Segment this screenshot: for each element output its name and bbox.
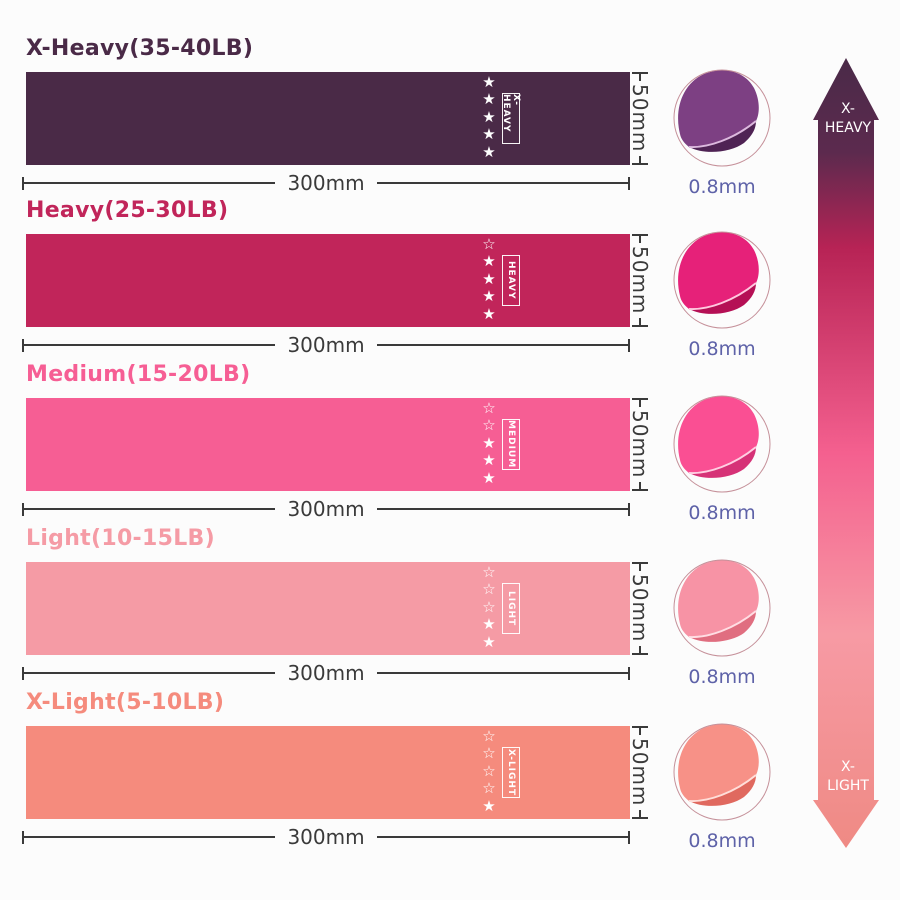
thickness-label: 0.8mm bbox=[688, 666, 756, 688]
dimension-line bbox=[24, 672, 276, 674]
dimension-tick bbox=[632, 562, 648, 571]
band-level-tag-label: X-HEAVY bbox=[501, 94, 521, 133]
dimension-tick bbox=[628, 666, 631, 680]
dimension-line bbox=[376, 672, 629, 674]
band-level-tag: X-HEAVY bbox=[501, 93, 521, 144]
band-level-tag: HEAVY bbox=[502, 255, 520, 306]
width-dimension-label: 300mm bbox=[287, 171, 365, 195]
width-dimension: 300mm bbox=[22, 497, 631, 521]
star-rating: ☆ ☆ ★ ★ ★ bbox=[482, 399, 496, 487]
dimension-line bbox=[376, 836, 629, 838]
dimension-line bbox=[24, 344, 276, 346]
band-title: X-Heavy(35-40LB) bbox=[26, 36, 254, 61]
dimension-line bbox=[24, 508, 276, 510]
width-dimension: 300mm bbox=[22, 333, 631, 357]
height-dimension: 50mm bbox=[627, 234, 653, 327]
thickness-label: 0.8mm bbox=[688, 176, 756, 198]
height-dimension: 50mm bbox=[627, 72, 653, 165]
dimension-tick bbox=[628, 830, 631, 844]
dimension-tick bbox=[22, 176, 24, 190]
band-swatch: ☆ ★ ★ ★ ★ HEAVY bbox=[26, 234, 630, 327]
band-level-tag-label: X-LIGHT bbox=[506, 748, 516, 797]
dimension-line bbox=[376, 182, 629, 184]
band-roll-image bbox=[673, 723, 771, 821]
thickness-label: 0.8mm bbox=[688, 502, 756, 524]
dimension-tick bbox=[632, 482, 648, 491]
height-dimension-label: 50mm bbox=[628, 738, 652, 807]
height-dimension-label: 50mm bbox=[628, 84, 652, 153]
width-dimension-label: 300mm bbox=[287, 661, 365, 685]
dimension-tick bbox=[632, 810, 648, 819]
dimension-tick bbox=[628, 338, 631, 352]
band-level-tag-label: MEDIUM bbox=[506, 420, 516, 469]
dimension-tick bbox=[632, 234, 648, 243]
band-roll-image bbox=[673, 69, 771, 167]
band-level-tag-label: LIGHT bbox=[506, 590, 516, 627]
band-title: Light(10-15LB) bbox=[26, 526, 215, 551]
dimension-tick bbox=[22, 666, 24, 680]
height-dimension: 50mm bbox=[627, 398, 653, 491]
band-roll-image bbox=[673, 559, 771, 657]
dimension-tick bbox=[632, 72, 648, 81]
band-level-tag-label: HEAVY bbox=[506, 261, 516, 300]
band-title: Heavy(25-30LB) bbox=[26, 198, 229, 223]
band-section-x-heavy: X-Heavy(35-40LB) ★ ★ ★ ★ ★ X-HEAVY 300mm… bbox=[0, 36, 900, 210]
dimension-tick bbox=[632, 726, 648, 735]
gradient-arrow-shape bbox=[813, 58, 879, 848]
dimension-tick bbox=[632, 318, 648, 327]
dimension-tick bbox=[22, 338, 24, 352]
arrow-bottom-label: X- LIGHT bbox=[827, 759, 869, 794]
width-dimension: 300mm bbox=[22, 661, 631, 685]
band-swatch: ★ ★ ★ ★ ★ X-HEAVY bbox=[26, 72, 630, 165]
dimension-line bbox=[24, 182, 276, 184]
thickness-label: 0.8mm bbox=[688, 830, 756, 852]
width-dimension: 300mm bbox=[22, 171, 631, 195]
star-rating: ☆ ☆ ☆ ☆ ★ bbox=[482, 727, 496, 815]
dimension-tick bbox=[22, 830, 24, 844]
band-swatch: ☆ ☆ ☆ ☆ ★ X-LIGHT bbox=[26, 726, 630, 819]
band-title: X-Light(5-10LB) bbox=[26, 690, 225, 715]
height-dimension-label: 50mm bbox=[628, 410, 652, 479]
dimension-tick bbox=[628, 502, 631, 516]
width-dimension: 300mm bbox=[22, 825, 631, 849]
width-dimension-label: 300mm bbox=[287, 333, 365, 357]
intensity-gradient-arrow: X- HEAVY X- LIGHT bbox=[813, 58, 883, 848]
thickness-label: 0.8mm bbox=[688, 338, 756, 360]
dimension-tick bbox=[632, 398, 648, 407]
band-section-heavy: Heavy(25-30LB) ☆ ★ ★ ★ ★ HEAVY 300mm 50m… bbox=[0, 198, 900, 372]
height-dimension: 50mm bbox=[627, 726, 653, 819]
band-section-x-light: X-Light(5-10LB) ☆ ☆ ☆ ☆ ★ X-LIGHT 300mm … bbox=[0, 690, 900, 864]
band-swatch: ☆ ☆ ☆ ★ ★ LIGHT bbox=[26, 562, 630, 655]
star-rating: ☆ ★ ★ ★ ★ bbox=[482, 235, 496, 323]
dimension-line bbox=[376, 508, 629, 510]
band-roll-image bbox=[673, 395, 771, 493]
dimension-tick bbox=[22, 502, 24, 516]
height-dimension-label: 50mm bbox=[628, 574, 652, 643]
band-swatch: ☆ ☆ ★ ★ ★ MEDIUM bbox=[26, 398, 630, 491]
dimension-tick bbox=[632, 156, 648, 165]
band-section-light: Light(10-15LB) ☆ ☆ ☆ ★ ★ LIGHT 300mm 50m… bbox=[0, 526, 900, 700]
dimension-tick bbox=[632, 646, 648, 655]
dimension-line bbox=[24, 836, 276, 838]
band-section-medium: Medium(15-20LB) ☆ ☆ ★ ★ ★ MEDIUM 300mm 5… bbox=[0, 362, 900, 536]
height-dimension: 50mm bbox=[627, 562, 653, 655]
dimension-tick bbox=[628, 176, 631, 190]
band-level-tag: X-LIGHT bbox=[502, 747, 520, 798]
height-dimension-label: 50mm bbox=[628, 246, 652, 315]
dimension-line bbox=[376, 344, 629, 346]
band-level-tag: MEDIUM bbox=[502, 419, 520, 470]
band-roll-image bbox=[673, 231, 771, 329]
width-dimension-label: 300mm bbox=[287, 825, 365, 849]
star-rating: ★ ★ ★ ★ ★ bbox=[482, 73, 496, 161]
arrow-top-label: X- HEAVY bbox=[824, 101, 872, 136]
band-title: Medium(15-20LB) bbox=[26, 362, 251, 387]
star-rating: ☆ ☆ ☆ ★ ★ bbox=[482, 563, 496, 651]
width-dimension-label: 300mm bbox=[287, 497, 365, 521]
band-level-tag: LIGHT bbox=[502, 583, 520, 634]
